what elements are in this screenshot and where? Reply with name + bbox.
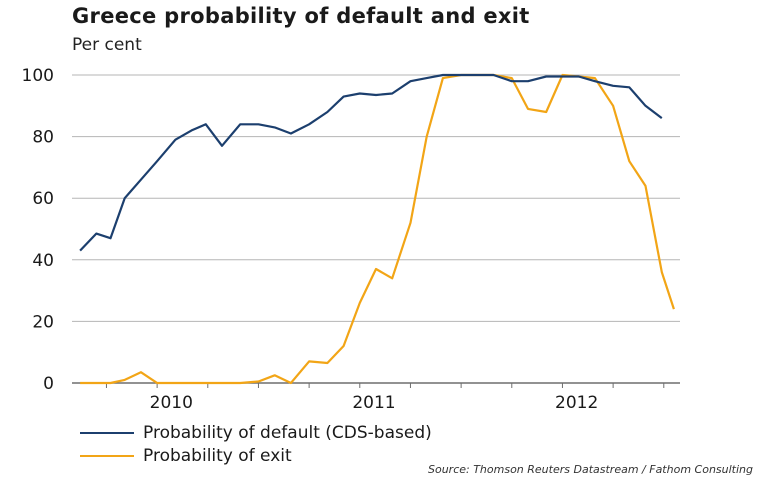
series-line-exit: [80, 73, 675, 385]
y-tick-label: 40: [32, 251, 54, 271]
gridlines: [72, 74, 680, 322]
chart-title: Greece probability of default and exit: [72, 4, 530, 28]
legend-item-exit: Probability of exit: [80, 444, 432, 467]
legend-label-default: Probability of default (CDS-based): [143, 422, 432, 443]
y-tick-label: 20: [32, 312, 54, 332]
y-tick-label: 60: [32, 189, 54, 209]
chart-subtitle: Per cent: [72, 35, 142, 55]
x-tick-label: 2012: [555, 393, 598, 413]
series-lines: [79, 73, 675, 385]
legend-swatch-default: [80, 431, 134, 434]
x-tick-label: 2010: [150, 393, 193, 413]
axes: 0 20 40 60 80 100 2010 2011 2012: [22, 66, 680, 413]
legend-swatch-exit: [80, 454, 134, 457]
y-tick-label: 0: [43, 374, 54, 394]
x-tick-label: 2011: [352, 393, 395, 413]
y-tick-label: 80: [32, 128, 54, 148]
legend-item-default: Probability of default (CDS-based): [80, 421, 432, 444]
y-tick-label: 100: [22, 66, 54, 86]
series-line-default: [79, 73, 663, 252]
legend: Probability of default (CDS-based) Proba…: [80, 421, 432, 467]
source-note: Source: Thomson Reuters Datastream / Fat…: [427, 463, 753, 476]
legend-label-exit: Probability of exit: [143, 445, 292, 466]
